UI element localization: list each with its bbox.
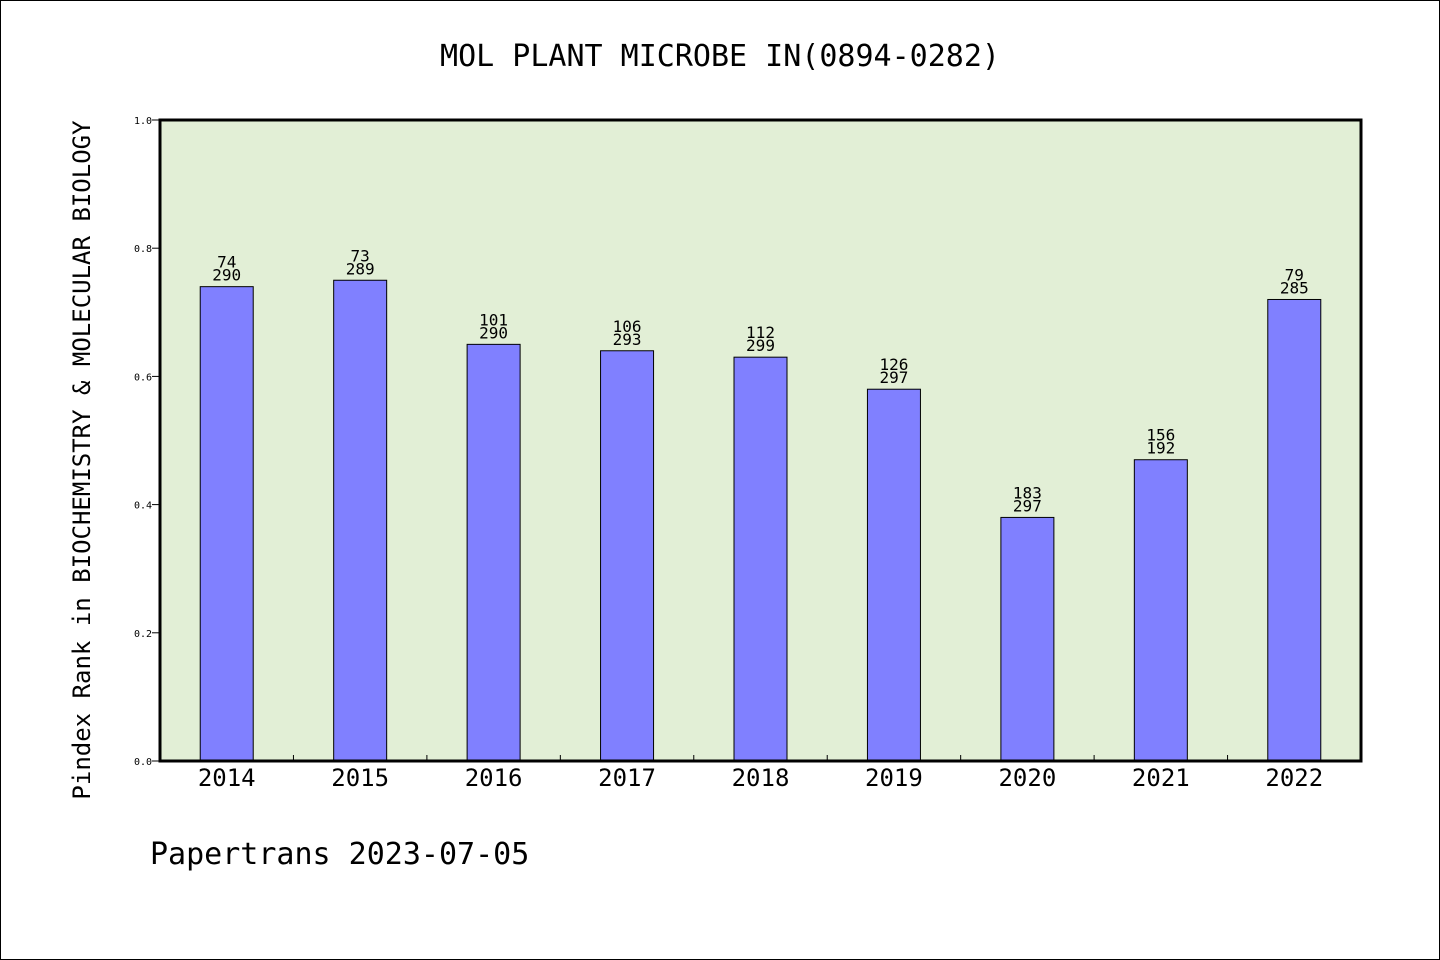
y-axis-label: Pindex Rank in BIOCHEMISTRY & MOLECULAR … <box>68 120 96 800</box>
y-tick-label: 1.0 <box>134 116 152 127</box>
bar-label-top-2021: 156 <box>1146 426 1175 445</box>
y-tick-label: 0.4 <box>134 501 152 512</box>
bar-label-top-2016: 101 <box>479 310 508 329</box>
bar-label-bottom-2015: 289 <box>346 259 375 278</box>
bar-label-bottom-2021: 192 <box>1146 439 1175 458</box>
bar-label-top-2015: 73 <box>351 246 370 265</box>
bar-2019 <box>866 388 921 762</box>
x-tick-label-2019: 2019 <box>865 764 923 792</box>
bar-label-top-2020: 183 <box>1013 483 1042 502</box>
bar-label-top-2017: 106 <box>613 317 642 336</box>
x-tick-label-2015: 2015 <box>331 764 389 792</box>
y-tick-label: 0.0 <box>134 757 152 768</box>
bar-2015 <box>333 279 388 762</box>
bar-label-bottom-2014: 290 <box>212 266 241 285</box>
axis-ticks-group: 0.0 0.2 0.4 0.6 0.8 1.0 2014 2015 2016 2017 2018 20… <box>134 116 1323 792</box>
bar-label-top-2019: 126 <box>879 355 908 374</box>
chart-title: MOL PLANT MICROBE IN(0894-0282) <box>440 39 1000 74</box>
plot-border <box>158 118 1363 763</box>
bar-label-bottom-2016: 290 <box>479 323 508 342</box>
bar-label-top-2014: 74 <box>217 253 236 272</box>
bar-2017 <box>600 350 655 762</box>
bar-label-bottom-2017: 293 <box>613 330 642 349</box>
footer-text: Papertrans 2023-07-05 <box>150 837 529 872</box>
y-tick-label: 0.6 <box>134 372 152 383</box>
x-tick-label-2014: 2014 <box>198 764 256 792</box>
bar-label-bottom-2022: 285 <box>1280 278 1309 297</box>
bar-label-bottom-2018: 299 <box>746 336 775 355</box>
x-tick-label-2021: 2021 <box>1132 764 1190 792</box>
x-tick-label-2020: 2020 <box>998 764 1056 792</box>
bar-2022 <box>1267 298 1322 762</box>
x-tick-label-2016: 2016 <box>465 764 523 792</box>
bar-label-bottom-2019: 297 <box>879 368 908 387</box>
bar-2014 <box>199 286 254 762</box>
bar-2016 <box>466 343 521 762</box>
bar-label-top-2022: 79 <box>1285 265 1304 284</box>
x-tick-label-2018: 2018 <box>732 764 790 792</box>
x-tick-label-2017: 2017 <box>598 764 656 792</box>
y-tick-label: 0.8 <box>134 244 152 255</box>
bar-2021 <box>1133 459 1188 762</box>
bar-2018 <box>733 356 788 762</box>
bar-2020 <box>1000 516 1055 762</box>
bar-label-bottom-2020: 297 <box>1013 496 1042 515</box>
y-tick-label: 0.2 <box>134 629 152 640</box>
x-tick-label-2022: 2022 <box>1265 764 1323 792</box>
bar-label-top-2018: 112 <box>746 323 775 342</box>
